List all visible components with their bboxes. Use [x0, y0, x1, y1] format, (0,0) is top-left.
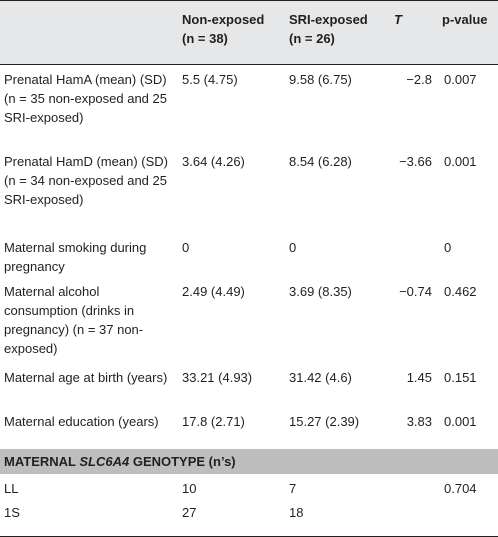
header-label-cell [0, 0, 178, 65]
row-nonexposed: 10 [182, 480, 197, 496]
row-nonexposed: 33.21 (4.93) [182, 369, 253, 385]
row-label: Prenatal HamA (mean) (SD) (n = 35 non-ex… [4, 72, 167, 125]
table-row: Prenatal HamA (mean) (SD) (n = 35 non-ex… [0, 65, 498, 147]
row-t: −0.74 [399, 283, 432, 299]
row-p [438, 498, 498, 522]
row-label: Maternal alcohol consumption (drinks in … [4, 283, 144, 356]
table-row: Maternal smoking during pregnancy 0 0 0 [0, 233, 498, 277]
row-t: 3.83 [406, 413, 432, 429]
table-header-row: Non-exposed (n = 38) SRI-exposed (n = 26… [0, 0, 498, 65]
table-row: Maternal age at birth (years) 33.21 (4.9… [0, 363, 498, 407]
header-nonexposed-title: Non-exposed [182, 12, 265, 27]
section-title-prefix: MATERNAL [4, 453, 80, 469]
row-p: 0.001 [444, 153, 477, 169]
row-p: 0 [444, 239, 452, 255]
row-label: Maternal education (years) [4, 413, 159, 429]
row-sri: 31.42 (4.6) [289, 369, 352, 385]
section-title-suffix: GENOTYPE (n’s) [129, 453, 236, 469]
header-nonexposed: Non-exposed (n = 38) [178, 0, 285, 65]
row-sri: 0 [289, 239, 297, 255]
row-t: −2.8 [406, 72, 432, 87]
row-p: 0.151 [444, 369, 477, 385]
row-label: Maternal age at birth (years) [4, 369, 168, 385]
section-title-gene: SLC6A4 [79, 453, 130, 469]
row-sri: 8.54 (6.28) [289, 153, 352, 169]
header-sri-exposed: SRI-exposed (n = 26) [285, 0, 390, 65]
row-sri: 9.58 (6.75) [289, 72, 352, 87]
table-row: Maternal alcohol consumption (drinks in … [0, 277, 498, 363]
row-label: Maternal smoking during pregnancy [4, 239, 147, 274]
row-p: 0.007 [444, 72, 477, 87]
row-t [390, 233, 438, 277]
row-label: LL [4, 480, 19, 496]
header-sri-n: (n = 26) [289, 31, 335, 46]
row-t: −3.66 [399, 153, 432, 169]
row-label: 1S [4, 504, 20, 520]
comparison-table: Non-exposed (n = 38) SRI-exposed (n = 26… [0, 0, 498, 522]
row-nonexposed: 27 [182, 504, 197, 520]
row-t: 1.45 [406, 369, 432, 385]
row-nonexposed: 3.64 (4.26) [182, 153, 245, 169]
table-row: Maternal education (years) 17.8 (2.71) 1… [0, 407, 498, 449]
header-t: T [390, 0, 438, 65]
table-row: 1S 27 18 [0, 498, 498, 522]
table-row: Prenatal HamD (mean) (SD) (n = 34 non-ex… [0, 147, 498, 233]
row-label: Prenatal HamD (mean) (SD) (n = 34 non-ex… [4, 153, 168, 207]
row-p: 0.462 [444, 283, 477, 299]
header-p-value: p-value [438, 0, 498, 65]
row-nonexposed: 0 [182, 239, 190, 255]
row-nonexposed: 2.49 (4.49) [182, 283, 245, 299]
row-t [390, 498, 438, 522]
section-header-row: MATERNAL SLC6A4 GENOTYPE (n’s) [0, 448, 498, 474]
row-sri: 18 [289, 504, 304, 520]
row-sri: 7 [289, 480, 297, 496]
row-p: 0.001 [444, 413, 477, 429]
section-title: MATERNAL SLC6A4 GENOTYPE (n’s) [0, 448, 498, 474]
row-nonexposed: 5.5 (4.75) [182, 72, 238, 87]
header-nonexposed-n: (n = 38) [182, 31, 228, 46]
row-t [390, 474, 438, 498]
table-row: LL 10 7 0.704 [0, 474, 498, 498]
row-sri: 3.69 (8.35) [289, 283, 352, 299]
row-sri: 15.27 (2.39) [289, 413, 360, 429]
row-nonexposed: 17.8 (2.71) [182, 413, 245, 429]
header-sri-title: SRI-exposed [289, 12, 368, 27]
row-p: 0.704 [444, 480, 477, 496]
